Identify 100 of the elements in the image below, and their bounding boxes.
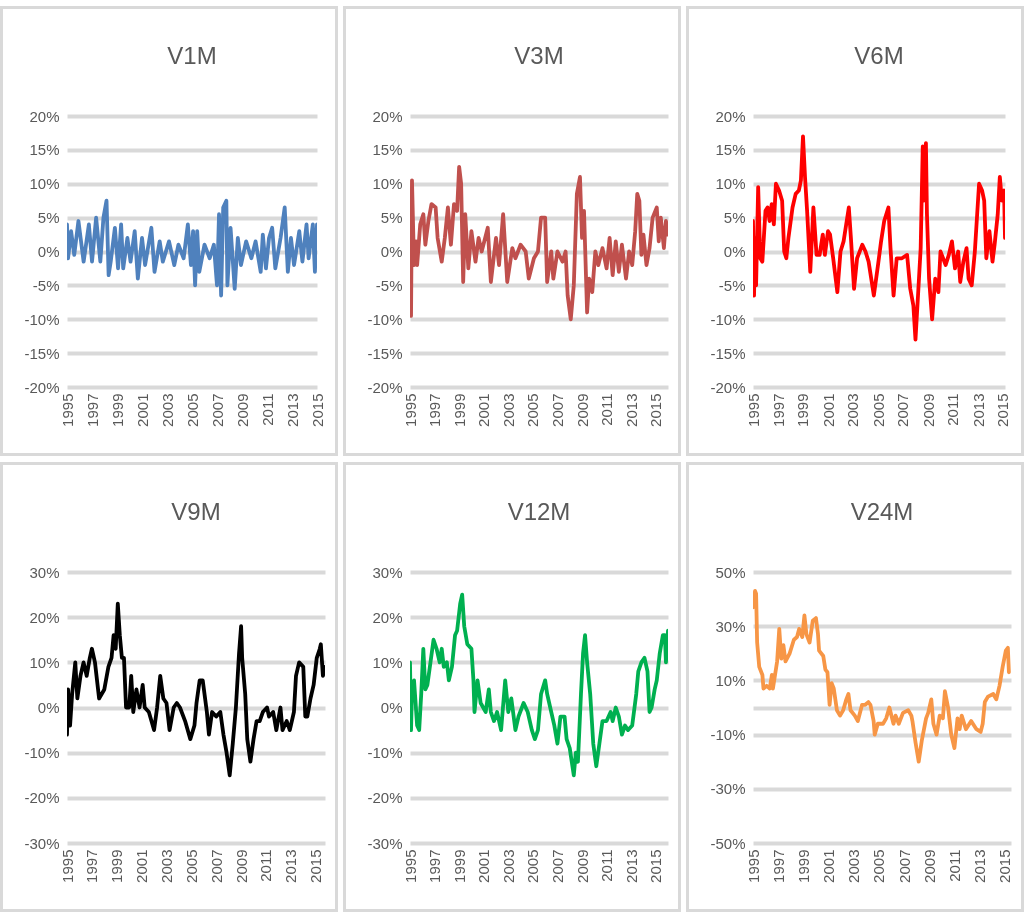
x-tick-label: 2011 (258, 393, 276, 426)
x-tick-label: 2007 (548, 849, 566, 883)
x-tick-label: 1999 (108, 393, 126, 427)
y-tick-label: 10% (29, 175, 60, 193)
x-tick-label: 2001 (133, 393, 151, 427)
y-tick-label: 20% (372, 107, 403, 125)
y-tick-label: 0% (37, 243, 60, 260)
x-tick-label: 2013 (622, 849, 640, 883)
x-tick-label: 2005 (524, 393, 542, 427)
chart-title: V24M (850, 498, 914, 525)
x-tick-label: 2009 (920, 849, 938, 883)
x-tick-label: 2003 (158, 393, 176, 427)
x-tick-label: 2001 (475, 393, 493, 427)
x-tick-label: 2007 (895, 849, 913, 883)
y-tick-label: 20% (29, 608, 60, 626)
chart-title: V1M (167, 42, 217, 69)
y-tick-label: 5% (380, 209, 403, 227)
y-tick-label: -20% (710, 378, 746, 396)
x-tick-label: 1997 (83, 393, 101, 427)
x-tick-label: 2005 (869, 393, 887, 427)
x-tick-label: 2011 (944, 393, 962, 426)
x-tick-label: 1995 (58, 849, 76, 883)
x-tick-label: 1997 (426, 393, 444, 427)
x-tick-label: 1999 (450, 393, 468, 427)
line-series (67, 198, 317, 298)
x-tick-label: 2007 (548, 393, 566, 427)
y-tick-label: 20% (372, 608, 403, 626)
x-tick-label: 2015 (647, 393, 665, 427)
x-tick-label: 1995 (744, 849, 762, 883)
x-tick-label: 1995 (401, 849, 419, 883)
x-tick-label: 1999 (108, 849, 126, 883)
x-tick-label: 2013 (283, 393, 301, 427)
x-tick-label: 2015 (994, 393, 1012, 427)
y-tick-label: 10% (372, 175, 403, 193)
line-series (410, 592, 668, 778)
y-tick-label: -20% (367, 378, 403, 396)
x-tick-label: 2007 (207, 849, 225, 883)
x-tick-label: 2009 (573, 849, 591, 883)
x-tick-label: 1995 (401, 393, 419, 427)
y-tick-label: -10% (710, 310, 746, 328)
x-tick-label: 2001 (475, 849, 493, 883)
y-tick-label: -5% (375, 276, 403, 294)
x-tick-label: 2003 (844, 393, 862, 427)
x-tick-label: 1997 (426, 849, 444, 883)
x-tick-label: 2001 (133, 849, 151, 883)
chart-title: V3M (514, 42, 564, 69)
x-tick-label: 2009 (232, 849, 250, 883)
x-tick-label: 2005 (183, 393, 201, 427)
y-tick-label: 15% (29, 141, 60, 159)
y-tick-label: -30% (710, 780, 746, 798)
y-tick-label: 30% (372, 563, 403, 581)
x-tick-label: 1999 (794, 849, 812, 883)
y-tick-label: -10% (367, 744, 403, 762)
x-tick-label: 2009 (573, 393, 591, 427)
chart-title: V12M (507, 498, 571, 525)
y-tick-label: -20% (367, 789, 403, 807)
x-tick-label: 2011 (257, 849, 275, 882)
y-tick-label: -5% (32, 276, 60, 294)
x-tick-label: 1997 (769, 849, 787, 883)
x-tick-label: 2005 (524, 849, 542, 883)
y-tick-label: 0% (380, 243, 403, 260)
y-tick-label: -15% (710, 344, 746, 362)
x-tick-label: 2005 (870, 849, 888, 883)
y-tick-label: 20% (29, 107, 60, 125)
y-tick-label: 30% (715, 617, 746, 635)
y-tick-label: -15% (24, 344, 60, 362)
y-tick-label: 5% (37, 209, 60, 227)
x-tick-label: 2009 (919, 393, 937, 427)
x-tick-label: 2011 (598, 393, 616, 426)
y-tick-label: 10% (715, 175, 746, 193)
x-tick-label: 1995 (58, 393, 76, 427)
x-tick-label: 1999 (450, 849, 468, 883)
y-tick-label: 0% (723, 243, 746, 260)
y-tick-label: -15% (367, 344, 403, 362)
y-tick-label: -20% (24, 378, 60, 396)
y-tick-label: -10% (710, 726, 746, 744)
chart-title: V9M (171, 498, 221, 525)
y-tick-label: -30% (367, 834, 403, 852)
x-tick-label: 1995 (744, 393, 762, 427)
x-tick-label: 2013 (622, 393, 640, 427)
y-tick-label: 10% (372, 653, 403, 671)
y-tick-label: 15% (715, 141, 746, 159)
y-tick-label: 0% (380, 699, 403, 716)
x-tick-label: 2013 (971, 849, 989, 883)
y-tick-label: -20% (24, 789, 60, 807)
x-tick-label: 2007 (208, 393, 226, 427)
y-tick-label: -10% (24, 744, 60, 762)
y-tick-label: 20% (715, 107, 746, 125)
y-tick-label: 10% (29, 653, 60, 671)
x-tick-label: 2001 (820, 849, 838, 883)
y-tick-label: 10% (715, 671, 746, 689)
y-tick-label: 30% (29, 563, 60, 581)
y-tick-label: -50% (710, 834, 746, 852)
line-series (753, 589, 1011, 764)
line-series (410, 164, 668, 322)
y-tick-label: -30% (24, 834, 60, 852)
x-tick-label: 2003 (845, 849, 863, 883)
x-tick-label: 2011 (598, 849, 616, 882)
chart-title: V6M (854, 42, 904, 69)
x-tick-label: 2003 (499, 393, 517, 427)
